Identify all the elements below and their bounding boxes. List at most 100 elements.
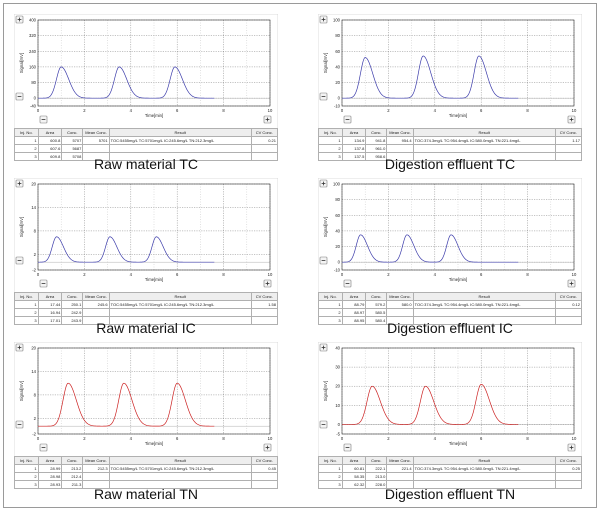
result-table-dig-tc: Inj. No. Area Conc. Mean Conc. Result CV Conc…: [318, 128, 583, 161]
injection-number-cell: 2: [318, 472, 343, 481]
cv-concentration-cell: 0.45: [250, 464, 279, 473]
table-header-cell: CV Conc.: [250, 456, 279, 465]
mean-concentration-cell: 245.6: [82, 300, 110, 309]
y-tick-label: 14: [31, 369, 36, 374]
y-zoom-out-button[interactable]: [15, 420, 24, 429]
area-cell: 88.97: [341, 308, 367, 317]
y-zoom-in-button[interactable]: [319, 179, 328, 188]
injection-number-cell: 1: [318, 464, 343, 473]
x-tick-label: 4: [130, 436, 133, 441]
x-zoom-in-button[interactable]: [263, 115, 272, 124]
x-zoom-out-button[interactable]: [343, 279, 352, 288]
y-zoom-out-button[interactable]: [319, 92, 328, 101]
area-cell: 607.6: [37, 144, 63, 153]
x-tick-label: 2: [387, 436, 390, 441]
x-zoom-out-button[interactable]: [39, 115, 48, 124]
result-cell: TOC:374.3mg/L TC:954.4mg/L IC:580.0mg/L …: [412, 464, 556, 473]
mean-concentration-cell: [82, 480, 110, 489]
plot-area-border: [341, 19, 575, 107]
y-tick-label: -5: [336, 432, 340, 437]
y-zoom-out-button[interactable]: [319, 256, 328, 265]
table-header-cell: Result: [108, 128, 252, 137]
mean-concentration-cell: [386, 316, 414, 325]
x-zoom-in-button[interactable]: [567, 443, 576, 452]
result-cell: [108, 144, 252, 153]
table-header-row: Inj. No. Area Conc. Mean Conc. Result CV Conc…: [14, 292, 279, 301]
table-row[interactable]: 1 88.79 579.2 580.0 TOC:374.3mg/L TC:954.4mg…: [318, 300, 583, 309]
x-zoom-in-button[interactable]: [263, 443, 272, 452]
y-tick-label: 8: [34, 228, 37, 233]
y-tick-label: 40: [335, 228, 340, 233]
x-zoom-out-button[interactable]: [343, 443, 352, 452]
plot-area-border: [37, 347, 271, 435]
result-cell: TOC:5455mg/L TC:5701mg/L IC:245.6mg/L TN…: [108, 464, 252, 473]
cv-concentration-cell: [554, 472, 583, 481]
table-row[interactable]: 1 60.81 222.1 221.4 TOC:374.3mg/L TC:954.4mg…: [318, 464, 583, 473]
peak-point-2: [123, 383, 124, 384]
x-zoom-in-button[interactable]: [263, 279, 272, 288]
x-zoom-out-button[interactable]: [343, 115, 352, 124]
area-cell: 60.81: [341, 464, 367, 473]
y-zoom-in-button[interactable]: [15, 179, 24, 188]
table-header-cell: CV Conc.: [250, 128, 279, 137]
x-zoom-out-button[interactable]: [39, 443, 48, 452]
y-zoom-in-button[interactable]: [15, 15, 24, 24]
y-zoom-out-button[interactable]: [15, 256, 24, 265]
y-zoom-out-button[interactable]: [319, 420, 328, 429]
y-tick-label: 2: [34, 252, 37, 257]
table-row[interactable]: 3 137.5 958.6: [318, 152, 583, 161]
x-tick-label: 8: [526, 436, 529, 441]
table-row[interactable]: 1 134.9 941.8 954.4 TOC:374.3mg/L TC:954.4mg…: [318, 136, 583, 145]
table-row[interactable]: 3 609.8 5708: [14, 152, 279, 161]
x-tick-label: 0: [341, 272, 344, 277]
table-row[interactable]: 2 28.98 212.4: [14, 472, 279, 481]
table-row[interactable]: 2 16.94 242.9: [14, 308, 279, 317]
table-header-cell: Mean Conc.: [386, 292, 414, 301]
table-row[interactable]: 1 600.8 5707 5701 TOC:5455mg/L TC:5701mg/L I…: [14, 136, 279, 145]
x-tick-label: 8: [222, 272, 225, 277]
table-row[interactable]: 2 88.97 580.5: [318, 308, 583, 317]
x-tick-label: 4: [434, 436, 437, 441]
x-zoom-in-button[interactable]: [567, 115, 576, 124]
table-row[interactable]: 1 17.44 250.1 245.6 TOC:5455mg/L TC:5701mg/L…: [14, 300, 279, 309]
table-row[interactable]: 2 58.35 213.0: [318, 472, 583, 481]
mean-concentration-cell: 212.3: [82, 464, 110, 473]
peak-point-3: [177, 383, 178, 384]
table-row[interactable]: 2 137.8 961.0: [318, 144, 583, 153]
cv-concentration-cell: [250, 144, 279, 153]
mean-concentration-cell: [82, 308, 110, 317]
table-row[interactable]: 3 62.32 228.0: [318, 480, 583, 489]
y-tick-label: 30: [335, 365, 340, 370]
table-row[interactable]: 3 17.01 243.9: [14, 316, 279, 325]
area-cell: 58.35: [341, 472, 367, 481]
y-tick-label: 60: [335, 49, 340, 54]
injection-number-cell: 1: [14, 464, 39, 473]
x-zoom-out-button[interactable]: [39, 279, 48, 288]
plot-area-border: [341, 183, 575, 271]
concentration-cell: 961.0: [365, 144, 388, 153]
y-axis-label: Signal[mV]: [19, 381, 24, 401]
table-row[interactable]: 2 607.6 5687: [14, 144, 279, 153]
table-header-cell: Area: [37, 456, 63, 465]
y-zoom-out-button[interactable]: [15, 92, 24, 101]
y-tick-label: 20: [31, 182, 36, 187]
signal-trace-dig-tc: [342, 55, 519, 99]
chart-panel-dig-tc: 100 80 60 40 20 0 -10 0 2 4 6 8 10 Time[min] Signal[mV…: [318, 14, 583, 161]
y-tick-label: 0: [338, 96, 341, 101]
y-zoom-in-button[interactable]: [15, 343, 24, 352]
injection-number-cell: 3: [14, 480, 39, 489]
table-header-row: Inj. No. Area Conc. Mean Conc. Result CV Conc…: [14, 456, 279, 465]
table-row[interactable]: 1 28.99 213.2 212.3 TOC:5455mg/L TC:5701mg/L…: [14, 464, 279, 473]
y-zoom-in-button[interactable]: [319, 343, 328, 352]
y-tick-label: 40: [335, 346, 340, 351]
table-row[interactable]: 3 88.95 580.4: [318, 316, 583, 325]
table-row[interactable]: 3 28.93 211.3: [14, 480, 279, 489]
x-zoom-in-button[interactable]: [567, 279, 576, 288]
y-tick-label: 20: [31, 346, 36, 351]
x-tick-label: 8: [526, 272, 529, 277]
y-zoom-in-button[interactable]: [319, 15, 328, 24]
table-header-cell: Result: [412, 456, 556, 465]
peak-point-2: [425, 386, 426, 387]
